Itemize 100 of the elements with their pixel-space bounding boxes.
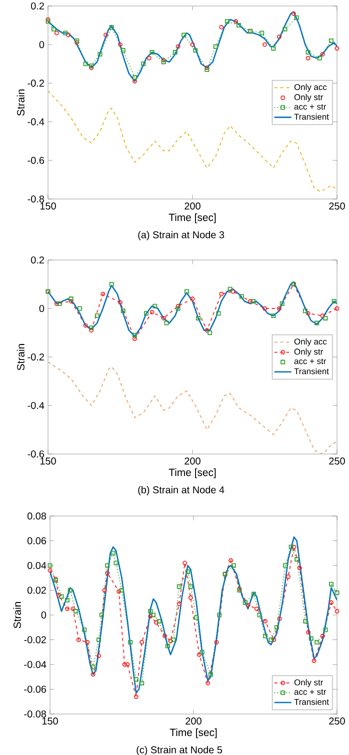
point xyxy=(263,618,268,624)
point xyxy=(98,52,102,56)
point xyxy=(320,314,325,318)
point xyxy=(294,557,300,562)
y-tick-label: -0.06 xyxy=(24,686,46,693)
point xyxy=(186,569,190,574)
y-tick-label: 0 xyxy=(41,611,46,619)
point xyxy=(70,606,76,612)
point xyxy=(54,30,59,36)
point xyxy=(56,592,61,598)
point xyxy=(57,301,62,306)
point xyxy=(239,294,244,299)
point xyxy=(64,606,70,612)
point xyxy=(105,563,110,568)
x-tick-label: 250 xyxy=(329,718,345,725)
point xyxy=(257,612,262,618)
text: (c) Strain at Node 5 xyxy=(136,746,222,755)
point xyxy=(96,654,102,658)
text: (b) Strain at Node 4 xyxy=(138,486,224,496)
point xyxy=(328,38,334,43)
point xyxy=(228,286,232,292)
point xyxy=(260,30,264,36)
point xyxy=(274,625,279,630)
point xyxy=(152,304,158,308)
point xyxy=(306,50,310,55)
y-tick-label: -0.4 xyxy=(28,402,44,410)
point xyxy=(66,32,70,38)
point xyxy=(120,308,126,314)
point xyxy=(76,638,81,642)
point xyxy=(132,336,137,342)
point xyxy=(184,289,189,294)
point xyxy=(234,19,238,24)
point xyxy=(314,640,320,644)
point xyxy=(154,620,158,625)
point xyxy=(182,560,188,566)
y-axis-title: Strain xyxy=(16,90,24,116)
point xyxy=(306,311,310,316)
y-tick-label: 0.2 xyxy=(31,256,44,264)
point xyxy=(236,23,241,28)
point xyxy=(164,320,169,326)
point xyxy=(214,640,219,644)
point xyxy=(83,62,88,66)
point xyxy=(150,310,154,314)
point xyxy=(224,19,230,24)
point xyxy=(104,32,108,38)
point xyxy=(332,298,336,304)
point xyxy=(246,602,250,608)
point xyxy=(146,56,152,60)
point xyxy=(96,638,102,642)
point xyxy=(90,672,96,677)
point xyxy=(171,638,176,642)
point xyxy=(268,638,274,642)
point xyxy=(182,32,186,38)
y-tick-label: -0.8 xyxy=(28,195,44,203)
point xyxy=(283,563,288,568)
point xyxy=(306,630,311,635)
point xyxy=(312,658,316,664)
y-tick-label: 0 xyxy=(39,304,44,312)
point xyxy=(134,694,138,699)
point xyxy=(206,680,210,686)
point xyxy=(262,306,267,311)
point xyxy=(303,618,308,624)
point xyxy=(228,558,234,563)
point xyxy=(213,44,218,49)
legend-label: Transient xyxy=(294,114,329,120)
text: (a) Strain at Node 3 xyxy=(138,231,224,240)
point xyxy=(110,550,116,556)
point xyxy=(262,42,267,47)
y-axis-title: Strain xyxy=(13,602,21,628)
point xyxy=(52,26,56,32)
point xyxy=(78,306,82,311)
point xyxy=(194,615,199,620)
point xyxy=(109,24,114,30)
point xyxy=(83,323,88,328)
legend-label: Transient xyxy=(294,368,329,374)
y-tick-label: 0.2 xyxy=(31,2,44,10)
point xyxy=(334,609,340,614)
point xyxy=(172,50,178,55)
point xyxy=(190,42,195,47)
point xyxy=(94,314,100,318)
point xyxy=(297,566,302,570)
point xyxy=(48,563,52,568)
y-tick-label: 0.06 xyxy=(27,537,46,544)
point xyxy=(120,48,126,53)
point xyxy=(188,595,193,600)
point xyxy=(200,650,204,654)
point xyxy=(334,46,340,51)
x-tick-label: 150 xyxy=(40,458,56,465)
legend-label: acc + str xyxy=(294,689,326,695)
point xyxy=(132,79,137,84)
y-tick-label: -0.2 xyxy=(28,80,44,87)
point xyxy=(176,304,180,308)
point xyxy=(118,300,122,305)
point xyxy=(162,634,168,638)
y-tick-label: -0.08 xyxy=(24,710,46,718)
point xyxy=(90,664,96,670)
point xyxy=(217,612,222,618)
point xyxy=(48,568,52,573)
point xyxy=(125,662,130,667)
y-axis-title: Strain xyxy=(16,344,24,370)
